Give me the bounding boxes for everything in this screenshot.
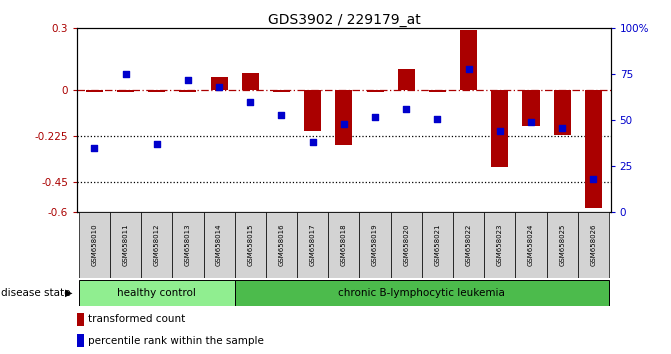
Bar xyxy=(515,212,547,278)
Point xyxy=(245,99,256,105)
Text: GSM658025: GSM658025 xyxy=(559,224,565,266)
Point xyxy=(152,142,162,147)
Bar xyxy=(235,280,609,306)
Bar xyxy=(328,212,360,278)
Bar xyxy=(585,90,602,208)
Text: GSM658019: GSM658019 xyxy=(372,224,378,267)
Bar xyxy=(203,212,235,278)
Bar xyxy=(554,90,571,135)
Bar xyxy=(273,90,290,92)
Text: GSM658016: GSM658016 xyxy=(278,224,285,267)
Bar xyxy=(110,212,141,278)
Bar xyxy=(79,280,235,306)
Bar xyxy=(547,212,578,278)
Text: GSM658015: GSM658015 xyxy=(248,224,253,267)
Text: healthy control: healthy control xyxy=(117,288,196,298)
Text: GSM658022: GSM658022 xyxy=(466,224,472,266)
Point xyxy=(463,66,474,72)
Bar xyxy=(148,90,165,92)
Text: GSM658010: GSM658010 xyxy=(91,224,97,267)
Point xyxy=(89,145,100,151)
Bar xyxy=(398,69,415,90)
Text: chronic B-lymphocytic leukemia: chronic B-lymphocytic leukemia xyxy=(338,288,505,298)
Bar xyxy=(422,212,453,278)
Point xyxy=(120,72,131,77)
Text: GSM658012: GSM658012 xyxy=(154,224,160,267)
Bar xyxy=(297,212,328,278)
Bar xyxy=(578,212,609,278)
Bar xyxy=(460,30,477,90)
Bar xyxy=(179,90,197,92)
Bar xyxy=(235,212,266,278)
Text: percentile rank within the sample: percentile rank within the sample xyxy=(88,336,264,346)
Bar xyxy=(266,212,297,278)
Text: GSM658026: GSM658026 xyxy=(590,224,597,267)
Point xyxy=(276,112,287,118)
Bar xyxy=(484,212,515,278)
Bar xyxy=(360,212,391,278)
Text: GSM658011: GSM658011 xyxy=(123,224,129,267)
Point xyxy=(525,119,536,125)
Text: GSM658017: GSM658017 xyxy=(310,224,315,267)
Text: ▶: ▶ xyxy=(65,288,72,298)
Point xyxy=(495,129,505,134)
Bar xyxy=(211,78,227,90)
Bar xyxy=(86,90,103,92)
Title: GDS3902 / 229179_at: GDS3902 / 229179_at xyxy=(268,13,420,27)
Bar xyxy=(429,90,446,92)
Bar xyxy=(117,90,134,92)
Point xyxy=(183,77,193,83)
Bar xyxy=(491,90,509,167)
Point xyxy=(588,176,599,182)
Bar xyxy=(79,212,110,278)
Bar xyxy=(242,73,259,90)
Text: GSM658020: GSM658020 xyxy=(403,224,409,267)
Point xyxy=(339,121,350,127)
Text: transformed count: transformed count xyxy=(88,314,185,325)
Text: GSM658013: GSM658013 xyxy=(185,224,191,267)
Text: disease state: disease state xyxy=(1,288,71,298)
Bar xyxy=(141,212,172,278)
Text: GSM658021: GSM658021 xyxy=(435,224,440,267)
Text: GSM658024: GSM658024 xyxy=(528,224,534,266)
Point xyxy=(401,107,411,112)
Bar xyxy=(336,90,352,145)
Point xyxy=(557,125,568,131)
Bar xyxy=(523,90,539,126)
Bar xyxy=(77,334,84,347)
Bar xyxy=(453,212,484,278)
Bar xyxy=(304,90,321,131)
Bar xyxy=(366,90,384,92)
Bar xyxy=(77,313,84,326)
Bar xyxy=(391,212,422,278)
Text: GSM658014: GSM658014 xyxy=(216,224,222,267)
Text: GSM658023: GSM658023 xyxy=(497,224,503,267)
Point xyxy=(370,114,380,120)
Bar xyxy=(172,212,203,278)
Point xyxy=(307,139,318,145)
Point xyxy=(214,84,225,90)
Text: GSM658018: GSM658018 xyxy=(341,224,347,267)
Point xyxy=(432,116,443,121)
